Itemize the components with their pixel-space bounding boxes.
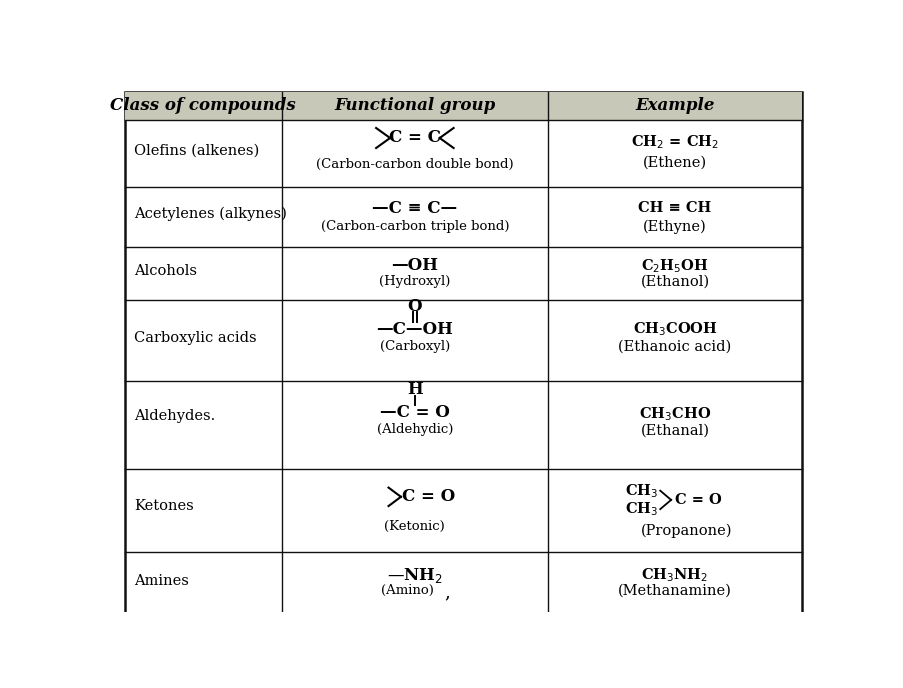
Text: —OH: —OH [391,257,438,275]
Text: C = C: C = C [388,129,441,147]
Text: (Carbon-carbon triple bond): (Carbon-carbon triple bond) [321,220,508,233]
Text: (Methanamine): (Methanamine) [618,583,731,598]
Text: (Ethanal): (Ethanal) [639,424,709,438]
Text: Alcohols: Alcohols [134,264,197,278]
Text: (Carbon-carbon double bond): (Carbon-carbon double bond) [316,158,513,171]
Text: C = O: C = O [675,493,721,507]
Bar [125,92,801,120]
Text: Carboxylic acids: Carboxylic acids [134,331,256,345]
Text: (Ethene): (Ethene) [642,155,706,170]
Text: —C = O: —C = O [379,404,450,421]
Text: (Ketonic): (Ketonic) [384,519,445,533]
Text: Class of compounds: Class of compounds [110,97,296,114]
Text: CH$_2$ = CH$_2$: CH$_2$ = CH$_2$ [630,133,718,151]
Text: CH$_3$: CH$_3$ [624,482,657,499]
Text: Ketones: Ketones [134,499,193,513]
Text: H: H [406,381,423,398]
Text: CH ≡ CH: CH ≡ CH [638,201,711,215]
Text: (Aldehydic): (Aldehydic) [377,423,452,436]
Text: (Ethyne): (Ethyne) [642,219,706,234]
Text: Example: Example [635,97,714,114]
Text: (Propanone): (Propanone) [640,524,731,538]
Text: (Carboxyl): (Carboxyl) [379,340,450,353]
Text: CH$_3$COOH: CH$_3$COOH [632,321,717,338]
Text: CH$_3$NH$_2$: CH$_3$NH$_2$ [640,566,708,584]
Text: (Hydroxyl): (Hydroxyl) [378,275,450,288]
Text: C$_2$H$_5$OH: C$_2$H$_5$OH [640,257,708,275]
Text: (Amino): (Amino) [380,584,433,597]
Text: ,: , [444,583,450,601]
Text: Acetylenes (alkynes): Acetylenes (alkynes) [134,207,286,222]
Text: O: O [407,298,422,314]
Text: CH$_3$CHO: CH$_3$CHO [638,405,711,423]
Text: Olefins (alkenes): Olefins (alkenes) [134,143,259,158]
Text: —C—OH: —C—OH [376,321,452,338]
Text: —NH$_2$: —NH$_2$ [386,566,442,585]
Text: C = O: C = O [402,488,455,505]
Text: CH$_3$: CH$_3$ [624,500,657,518]
Text: Amines: Amines [134,574,189,588]
Text: Functional group: Functional group [334,97,495,114]
Text: Aldehydes.: Aldehydes. [134,409,215,422]
Text: (Ethanol): (Ethanol) [639,275,709,288]
Text: (Ethanoic acid): (Ethanoic acid) [618,339,731,353]
Text: —C ≡ C—: —C ≡ C— [372,200,457,217]
